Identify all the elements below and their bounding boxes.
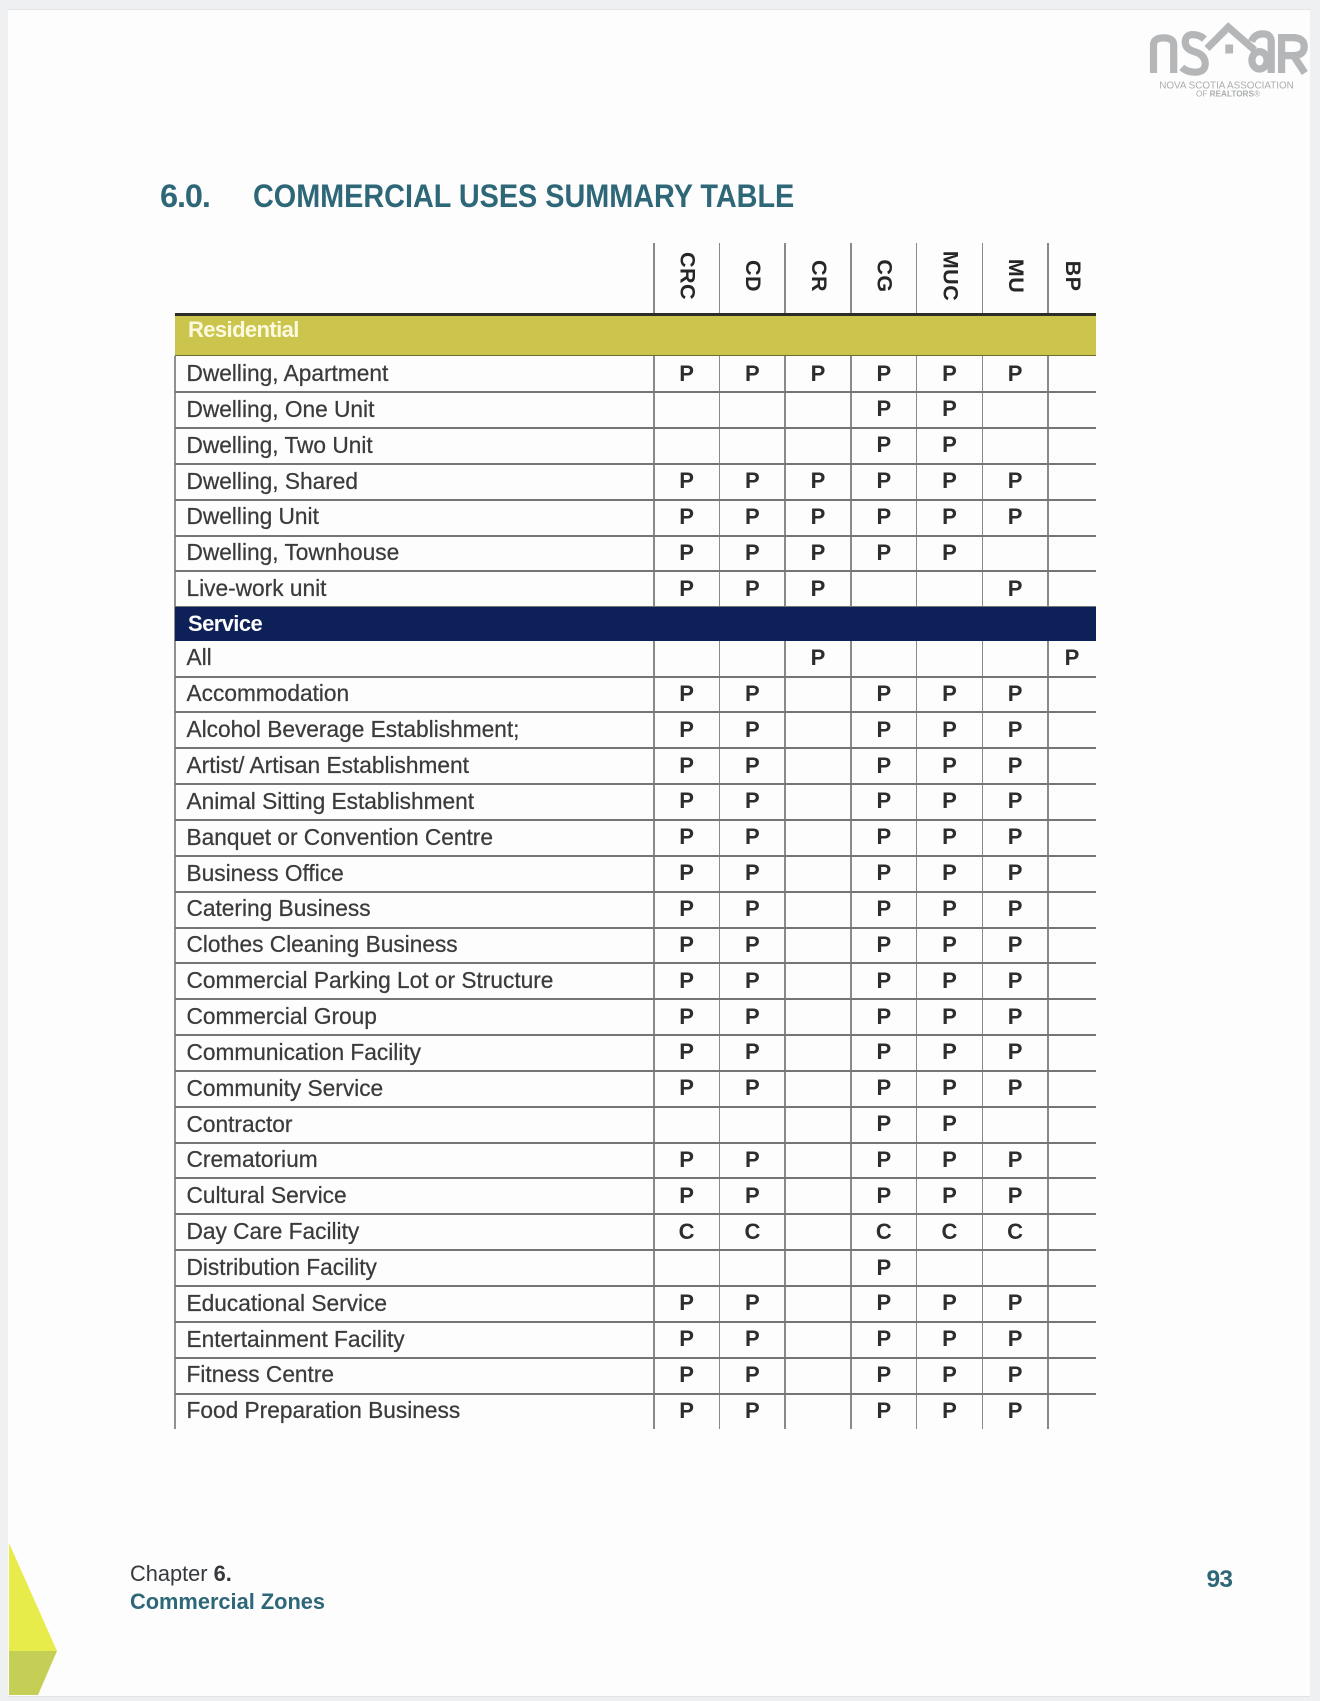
svg-text:OF REALTORS®: OF REALTORS® — [1196, 90, 1260, 99]
svg-text:NOVA SCOTIA ASSOCIATION: NOVA SCOTIA ASSOCIATION — [1159, 80, 1294, 91]
